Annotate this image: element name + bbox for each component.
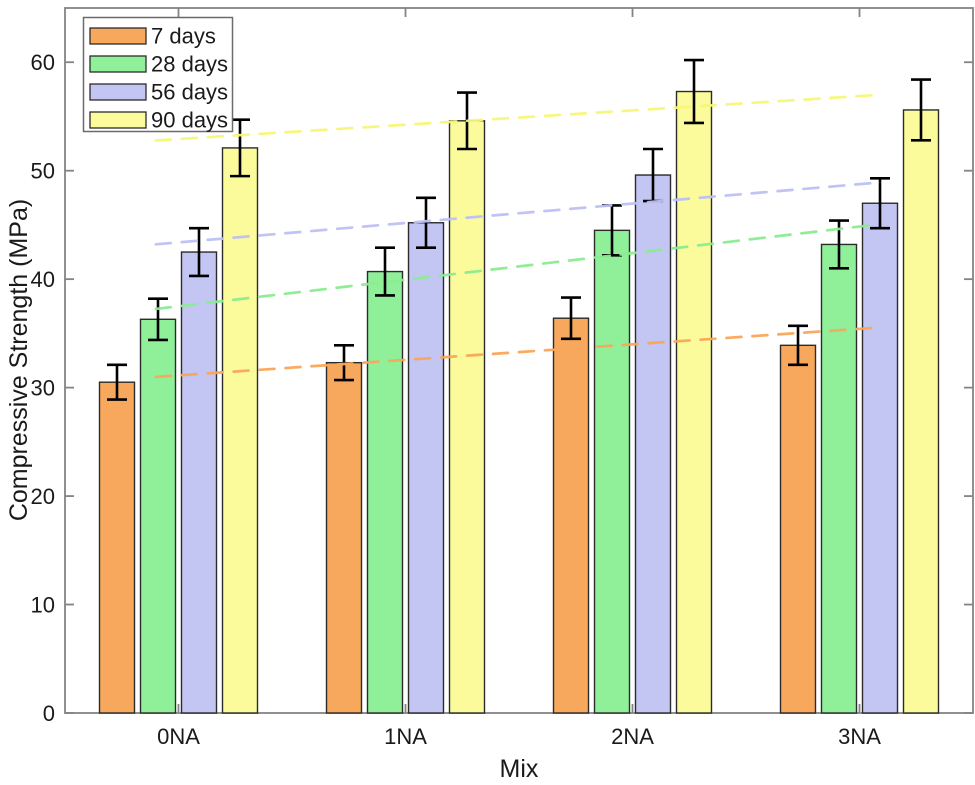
legend-swatch xyxy=(89,55,147,73)
legend-label: 7 days xyxy=(151,24,216,49)
x-category-label: 2NA xyxy=(611,724,654,749)
y-tick-label: 30 xyxy=(31,376,55,401)
error-bars-56-days xyxy=(189,147,890,278)
trend-line-7-days xyxy=(154,326,875,379)
trend-line-90-days xyxy=(154,93,875,142)
legend-swatch xyxy=(89,111,147,129)
bar xyxy=(861,202,899,714)
legend: 7 days 28 days 56 days 90 days xyxy=(82,16,234,133)
bar xyxy=(593,229,631,714)
bar-series-90-days xyxy=(221,90,940,714)
bar-series-28-days xyxy=(139,229,858,714)
bar xyxy=(139,318,177,714)
bar-series-56-days xyxy=(180,174,899,714)
legend-swatch xyxy=(89,83,147,101)
legend-label: 56 days xyxy=(151,80,228,105)
legend-label: 90 days xyxy=(151,108,228,133)
bar xyxy=(820,243,858,714)
bar xyxy=(634,174,672,714)
bar xyxy=(552,317,590,714)
y-tick-label: 10 xyxy=(31,593,55,618)
bar xyxy=(779,344,817,714)
bar xyxy=(98,381,136,714)
bar xyxy=(221,147,259,714)
x-category-label: 1NA xyxy=(384,724,427,749)
y-tick-label: 0 xyxy=(43,701,55,726)
bar xyxy=(675,90,713,714)
trend-line-56-days xyxy=(154,181,875,246)
y-tick-label: 20 xyxy=(31,484,55,509)
y-axis-label: Compressive Strength (MPa) xyxy=(5,199,33,521)
x-axis-label: Mix xyxy=(500,755,539,783)
bar xyxy=(325,361,363,714)
x-category-label: 0NA xyxy=(157,724,200,749)
bar xyxy=(902,109,940,714)
bar xyxy=(448,120,486,714)
bar xyxy=(180,251,218,714)
error-bars-28-days xyxy=(148,204,849,342)
x-category-label: 3NA xyxy=(838,724,881,749)
bar xyxy=(366,270,404,714)
trend-line-28-days xyxy=(154,223,875,311)
y-tick-label: 60 xyxy=(31,50,55,75)
y-tick-label: 40 xyxy=(31,267,55,292)
y-tick-label: 50 xyxy=(31,159,55,184)
legend-swatch xyxy=(89,27,147,45)
error-bars-7-days xyxy=(107,296,808,401)
error-bars-90-days xyxy=(230,58,931,178)
bar xyxy=(407,222,445,714)
legend-label: 28 days xyxy=(151,52,228,77)
